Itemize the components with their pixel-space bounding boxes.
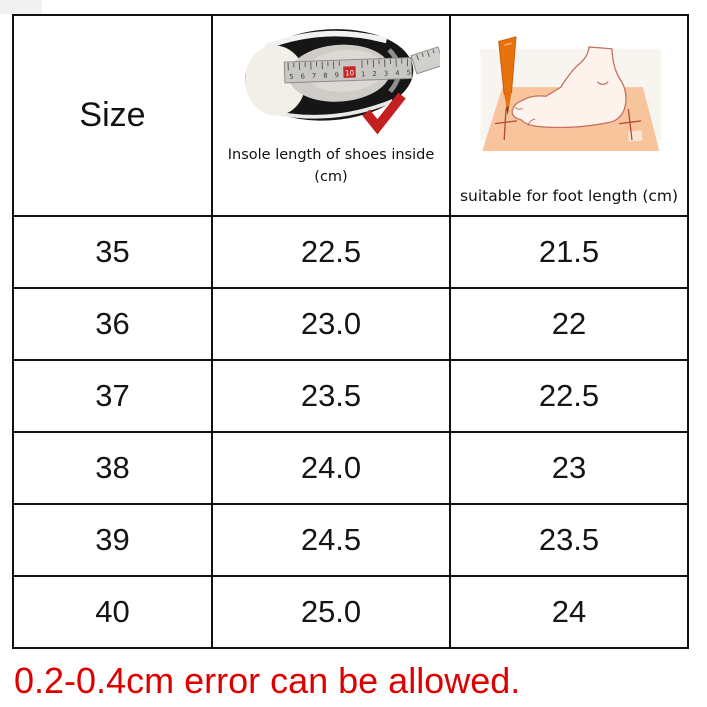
foot-value: 22 xyxy=(449,287,689,361)
foot-value: 21.5 xyxy=(449,215,689,289)
insole-value: 25.0 xyxy=(211,575,451,649)
insole-header-label-line1: Insole length of shoes inside xyxy=(227,147,435,163)
table-row: 40 25.0 24 xyxy=(12,575,689,649)
foot-outline xyxy=(511,46,627,129)
size-header-label: Size xyxy=(79,96,146,134)
tape-measure: 5 6 7 8 9 10 1 2 3 xyxy=(283,46,440,84)
foot-value: 24 xyxy=(449,575,689,649)
svg-text:7: 7 xyxy=(312,72,316,80)
size-value: 39 xyxy=(12,503,213,577)
red-checkmark-icon xyxy=(362,92,406,135)
table-row: 36 23.0 22 xyxy=(12,287,689,361)
svg-text:6: 6 xyxy=(300,72,304,80)
table-row: 35 22.5 21.5 xyxy=(12,215,689,289)
svg-text:5: 5 xyxy=(407,69,411,77)
foot-header-label: suitable for foot length (cm) xyxy=(459,187,679,205)
svg-text:9: 9 xyxy=(335,71,339,79)
table-row: 38 24.0 23 xyxy=(12,431,689,505)
svg-text:3: 3 xyxy=(384,69,388,77)
foot-value: 23 xyxy=(449,431,689,505)
foot-value: 23.5 xyxy=(449,503,689,577)
insole-value: 24.0 xyxy=(211,431,451,505)
svg-text:8: 8 xyxy=(323,72,327,80)
size-value: 38 xyxy=(12,431,213,505)
insole-value: 24.5 xyxy=(211,503,451,577)
size-chart-table: Size xyxy=(12,14,689,649)
shoe-insole-measure-icon: 5 6 7 8 9 10 1 2 3 xyxy=(244,29,440,135)
size-value: 35 xyxy=(12,215,213,289)
svg-text:1: 1 xyxy=(361,70,365,78)
corner-artifact xyxy=(0,0,42,14)
error-tolerance-note: 0.2-0.4cm error can be allowed. xyxy=(14,660,521,701)
table-row: 39 24.5 23.5 xyxy=(12,503,689,577)
size-value: 36 xyxy=(12,287,213,361)
pen-icon xyxy=(498,36,517,116)
foot-column-header: suitable for foot length (cm) xyxy=(449,14,689,217)
size-value: 40 xyxy=(12,575,213,649)
table-row: 37 23.5 22.5 xyxy=(12,359,689,433)
svg-text:5: 5 xyxy=(289,73,293,81)
size-column-header: Size xyxy=(12,14,213,217)
insole-value: 23.5 xyxy=(211,359,451,433)
svg-text:2: 2 xyxy=(372,70,376,78)
svg-text:4: 4 xyxy=(395,69,399,77)
size-value: 37 xyxy=(12,359,213,433)
insole-value: 23.0 xyxy=(211,287,451,361)
foot-value: 22.5 xyxy=(449,359,689,433)
foot-tracing-icon xyxy=(480,36,662,152)
insole-value: 22.5 xyxy=(211,215,451,289)
insole-column-header: 5 6 7 8 9 10 1 2 3 xyxy=(211,14,451,217)
svg-text:10: 10 xyxy=(345,68,355,77)
table-header-row: Size xyxy=(12,14,689,217)
insole-header-label-line2: (cm) xyxy=(314,169,348,186)
